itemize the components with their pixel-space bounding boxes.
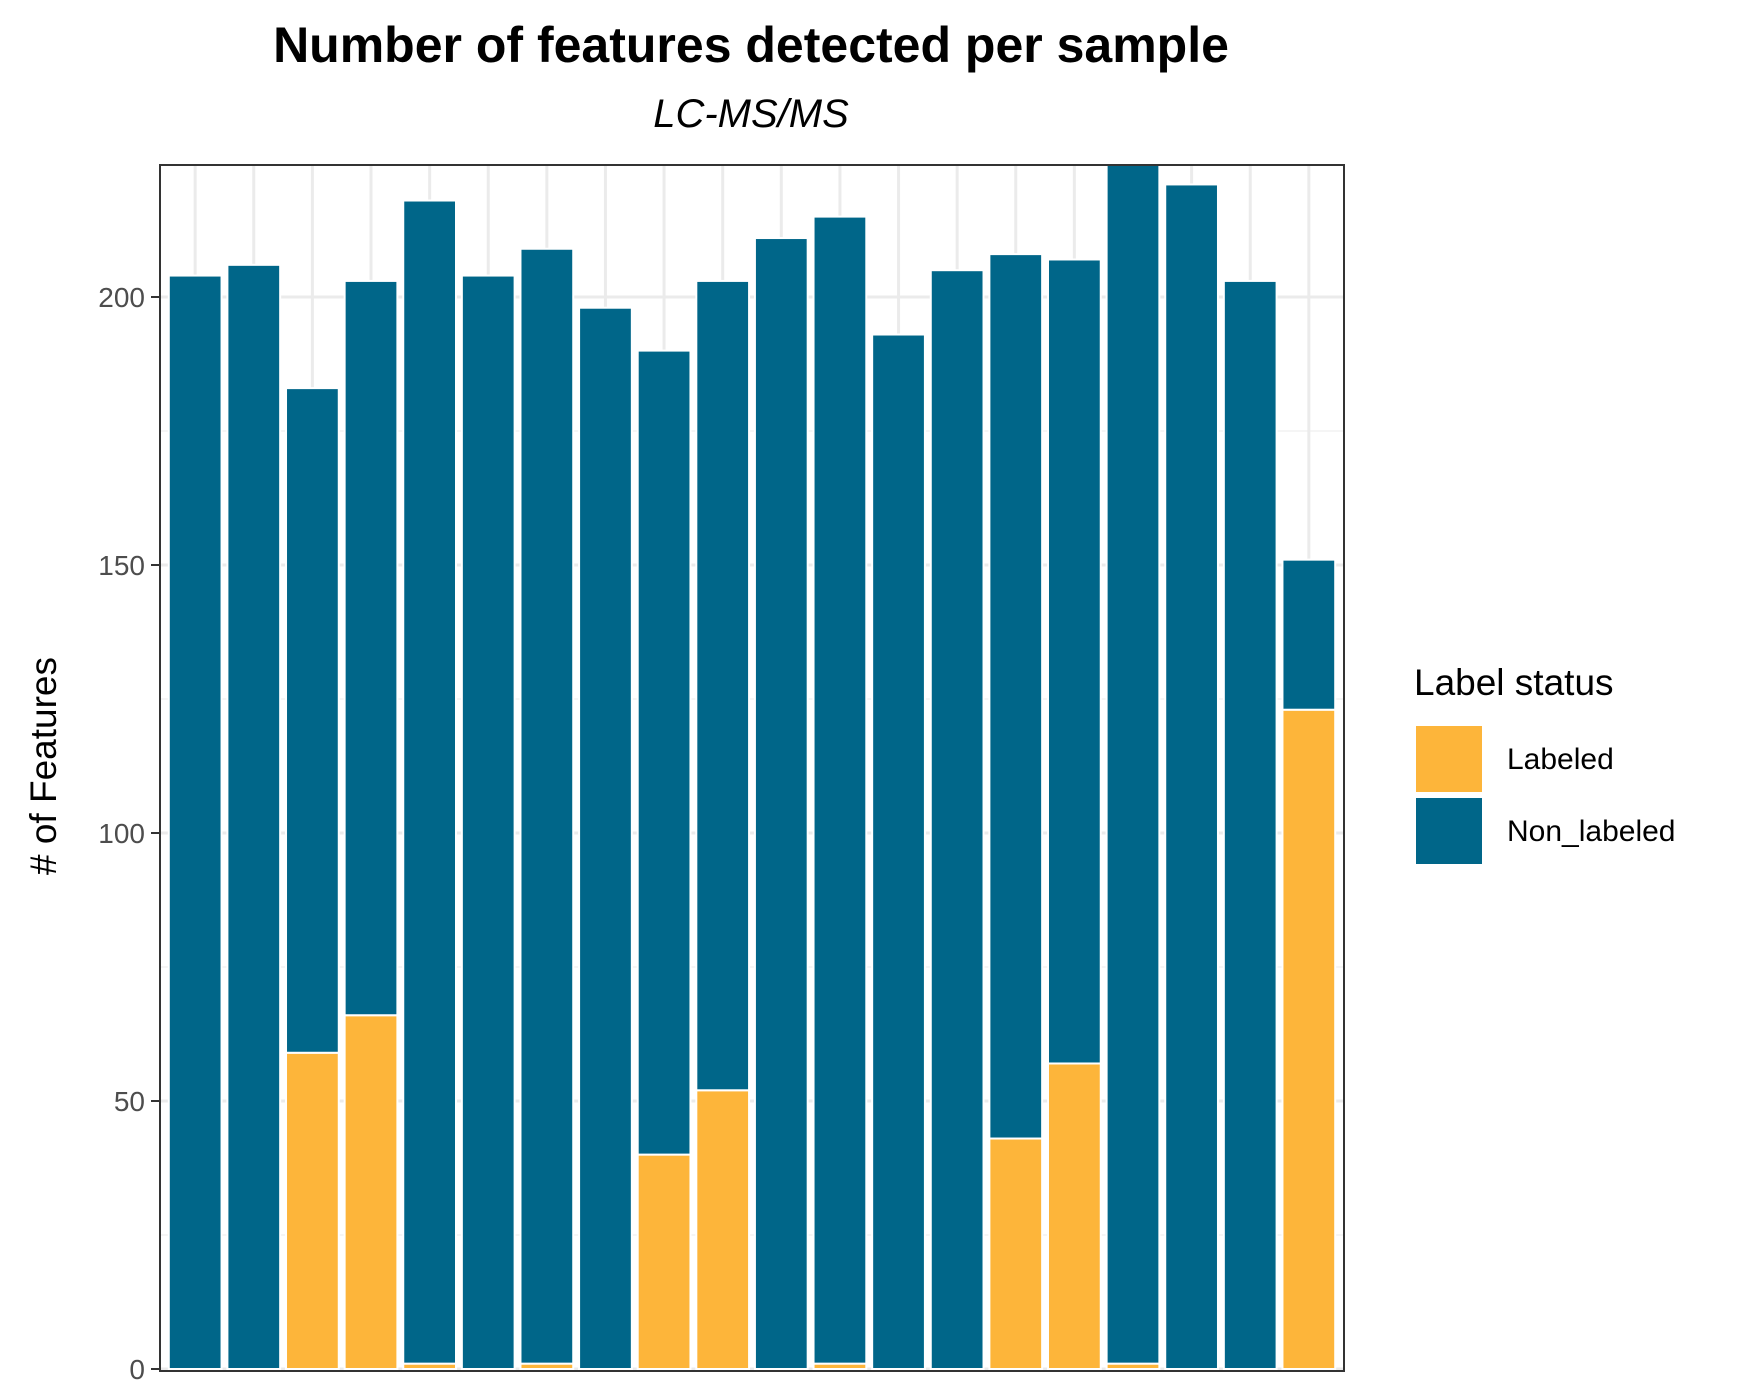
bar-non-labeled [812, 215, 868, 1365]
bar-labeled [695, 1089, 751, 1371]
bar-non-labeled [460, 274, 516, 1370]
bar-non-labeled [402, 199, 458, 1365]
bar-non-labeled [988, 253, 1044, 1140]
y-axis-label: # of Features [23, 657, 64, 875]
bar-labeled [988, 1137, 1044, 1371]
bar-labeled [1281, 708, 1337, 1370]
bar-non-labeled [167, 274, 223, 1370]
y-tick-label: 150 [98, 550, 145, 581]
y-tick-label: 100 [98, 818, 145, 849]
bar-non-labeled [519, 247, 575, 1365]
bar-labeled [636, 1153, 692, 1370]
legend-key-non-labeled [1414, 796, 1484, 866]
y-tick-label: 0 [129, 1354, 145, 1385]
bar-non-labeled [929, 269, 985, 1371]
legend: Label status Labeled Non_labeled [1414, 662, 1675, 866]
bar-non-labeled [578, 306, 633, 1371]
bar-non-labeled [695, 279, 751, 1092]
bar-non-labeled [753, 237, 809, 1370]
bar-labeled [1047, 1062, 1102, 1370]
bar-non-labeled [1047, 258, 1102, 1065]
y-tick-label: 200 [98, 282, 145, 313]
bar-non-labeled [285, 387, 340, 1054]
bar-non-labeled [343, 279, 399, 1017]
legend-key-labeled [1414, 724, 1484, 794]
legend-label: Non_labeled [1507, 815, 1675, 848]
plot-panel: 0 50 100 150 200 [98, 162, 1345, 1385]
legend-title: Label status [1414, 662, 1614, 703]
bar-non-labeled [1281, 558, 1337, 711]
bar-non-labeled [1222, 279, 1278, 1370]
bar-non-labeled [226, 263, 282, 1371]
legend-label: Labeled [1507, 743, 1614, 776]
panel-border [159, 164, 1345, 1372]
bar-non-labeled [1105, 162, 1161, 1365]
bar-non-labeled [871, 333, 926, 1370]
bar-non-labeled [1164, 183, 1219, 1371]
chart-title: Number of features detected per sample [273, 17, 1229, 73]
chart-subtitle: LC-MS/MS [653, 92, 849, 136]
bar-non-labeled [636, 349, 692, 1156]
bar-labeled [343, 1014, 399, 1370]
y-tick-label: 50 [114, 1086, 145, 1117]
bar-labeled [285, 1051, 340, 1370]
